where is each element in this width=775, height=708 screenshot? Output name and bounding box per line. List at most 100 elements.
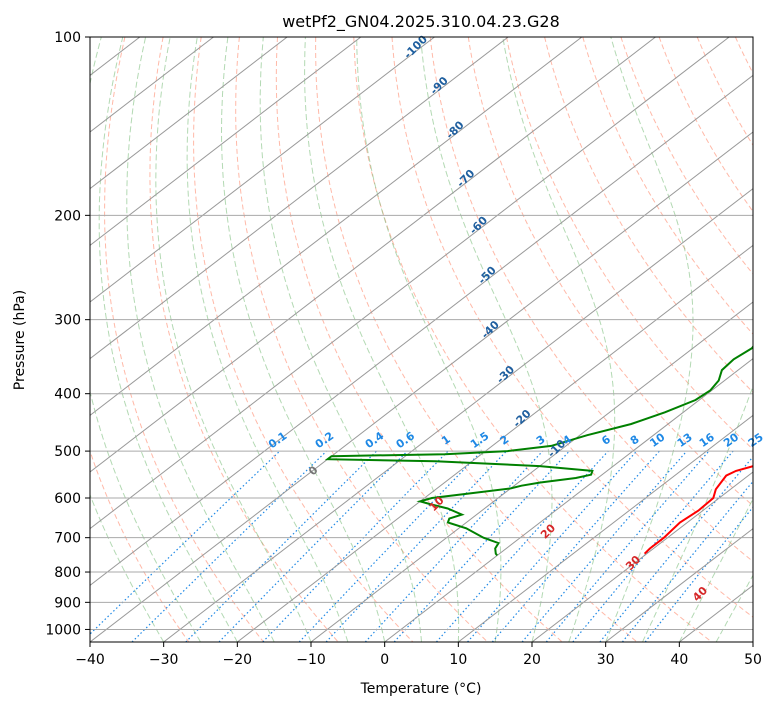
mixing-ratio-line: [393, 450, 570, 642]
mixing-ratio-line: [491, 450, 660, 642]
mixing-ratio-line: [364, 450, 544, 642]
isotherm-label: -90: [428, 74, 451, 97]
moist-adiabat: [605, 37, 694, 642]
mixing-ratio-label: 16: [697, 430, 717, 450]
mixing-ratio-label: 0.6: [394, 429, 418, 451]
y-tick-label: 100: [54, 30, 81, 46]
isotherm-label: -30: [494, 363, 517, 386]
mixing-ratio-label: 1: [439, 433, 453, 448]
isotherm-line: [90, 37, 214, 133]
dry-adiabat: [315, 37, 638, 642]
isotherm-line: [90, 37, 656, 473]
x-tick-label: 30: [597, 652, 615, 668]
y-tick-label: 1000: [45, 622, 81, 638]
mixing-ratio-line: [90, 450, 281, 635]
mixing-ratio-line: [467, 450, 638, 642]
isotherm-line: [752, 641, 753, 642]
isotherm-line: [679, 584, 753, 642]
moist-adiabat: [715, 574, 753, 642]
y-tick-label: 900: [54, 595, 81, 611]
x-tick-label: −20: [223, 652, 253, 668]
y-tick-label: 600: [54, 491, 81, 507]
isotherm-line: [90, 37, 288, 190]
mixing-ratio-line: [325, 450, 507, 642]
y-tick-label: 700: [54, 531, 81, 547]
mixing-ratio-line: [572, 450, 734, 642]
isotherm-line: [90, 37, 435, 303]
moist-adiabat-label: 20: [538, 521, 558, 541]
moist-adiabat: [259, 37, 422, 642]
x-tick-label: 40: [670, 652, 688, 668]
moist-adiabat: [304, 37, 460, 642]
mixing-ratio-line: [435, 450, 609, 642]
mixing-ratio-label: 20: [721, 430, 741, 450]
y-tick-label: 300: [54, 313, 81, 329]
moist-adiabat: [642, 384, 753, 642]
mixing-ratio-label: 6: [599, 433, 613, 448]
mixing-ratio-label: 1.5: [468, 429, 491, 451]
dry-adiabat: [506, 37, 753, 451]
dry-adiabat: [275, 37, 563, 642]
moist-adiabat: [90, 493, 165, 642]
x-tick-label: 20: [523, 652, 541, 668]
mixing-ratio-line: [131, 450, 327, 642]
isotherm-label: -50: [476, 264, 499, 287]
isotherm-line: [90, 74, 753, 586]
isotherm-label: -70: [454, 167, 477, 190]
moist-adiabat: [502, 37, 616, 642]
isotherm-label: -60: [467, 214, 490, 237]
temperature-profile: [643, 465, 753, 555]
dry-adiabat: [429, 37, 753, 563]
mixing-ratio-line: [218, 450, 408, 642]
moist-adiabat: [126, 37, 275, 642]
mixing-ratio-label: 0.2: [313, 429, 336, 451]
isotherm-line: [90, 37, 509, 360]
mixing-ratio-line: [545, 450, 710, 642]
mixing-ratio-label: 2: [498, 433, 512, 448]
isotherm-line: [458, 414, 753, 642]
dry-adiabat: [104, 37, 264, 642]
isotherm-line: [531, 471, 753, 642]
x-axis-title: Temperature (°C): [360, 681, 482, 697]
x-tick-label: −40: [75, 652, 105, 668]
isotherm-label: -20: [510, 407, 533, 430]
moist-adiabat: [98, 37, 238, 642]
dry-adiabat: [149, 37, 339, 642]
moist-adiabat: [420, 37, 553, 642]
y-tick-label: 400: [54, 387, 81, 403]
y-axis-title: Pressure (hPa): [12, 290, 28, 390]
dry-adiabat: [235, 37, 488, 642]
mixing-ratio-line: [298, 450, 483, 642]
moist-adiabat: [90, 37, 201, 642]
isotherm-line: [90, 37, 583, 416]
chart-title: wetPf2_GN04.2025.310.04.23.G28: [282, 12, 560, 32]
isotherm-line: [163, 188, 753, 642]
mixing-ratio-line: [521, 450, 688, 642]
dry-adiabat: [467, 37, 753, 507]
dry-adiabat: [193, 37, 414, 642]
dry-adiabat: [620, 37, 753, 275]
isotherm-line: [310, 301, 753, 642]
isotherm-label: -40: [479, 318, 502, 341]
mixing-ratio-line: [599, 455, 753, 642]
x-tick-label: 0: [380, 652, 389, 668]
y-tick-label: 200: [54, 208, 81, 224]
dewpoint-profile: [324, 344, 753, 557]
mixing-ratio-label: 0.4: [363, 429, 387, 451]
isotherm-line: [237, 244, 753, 642]
mixing-ratio-line: [185, 450, 377, 642]
mixing-ratio-line: [262, 450, 449, 642]
moist-adiabat: [678, 497, 753, 642]
plot-frame: [89, 36, 754, 643]
x-tick-label: −30: [149, 652, 179, 668]
moist-adiabat: [155, 37, 312, 642]
isotherm-line: [90, 37, 730, 530]
y-tick-label: 500: [54, 444, 81, 460]
isotherm-line: [90, 131, 753, 642]
y-tick-label: 800: [54, 565, 81, 581]
mixing-ratio-label: 25: [746, 431, 766, 450]
isotherm-label: -80: [443, 118, 466, 141]
isotherm-line: [0, 37, 66, 642]
dry-adiabat: [391, 37, 753, 618]
